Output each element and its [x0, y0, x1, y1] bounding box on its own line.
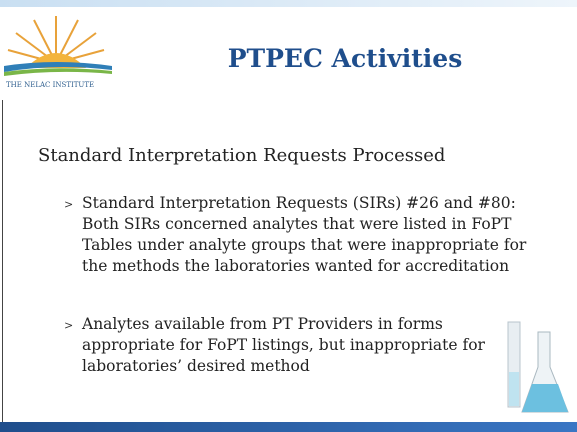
bullet-line: Analytes available from PT Providers in … [82, 314, 485, 335]
bullet: Standard Interpretation Requests (SIRs) … [82, 193, 526, 277]
bottom-bar [0, 422, 577, 432]
bullet-line: Both SIRs concerned analytes that were l… [82, 214, 526, 235]
bullet-marker: > [64, 319, 73, 332]
bullet-line: appropriate for FoPT listings, but inapp… [82, 335, 485, 356]
bullet-line: the methods the laboratories wanted for … [82, 256, 526, 277]
slide-title: PTPEC Activities [150, 44, 540, 73]
subtitle: Standard Interpretation Requests Process… [38, 145, 445, 166]
left-border [2, 100, 3, 422]
bullet-marker: > [64, 198, 73, 211]
top-bar [0, 0, 577, 7]
bullet-line: Tables under analyte groups that were in… [82, 235, 526, 256]
logo-text: THE NELAC INSTITUTE [6, 81, 94, 89]
bullet-line: Standard Interpretation Requests (SIRs) … [82, 193, 526, 214]
logo: THE NELAC INSTITUTE [4, 8, 114, 93]
bullet: Analytes available from PT Providers in … [82, 314, 485, 377]
bullet-line: laboratories’ desired method [82, 356, 485, 377]
slide: THE NELAC INSTITUTE PTPEC Activities Sta… [0, 0, 577, 432]
flask-image [500, 312, 575, 422]
